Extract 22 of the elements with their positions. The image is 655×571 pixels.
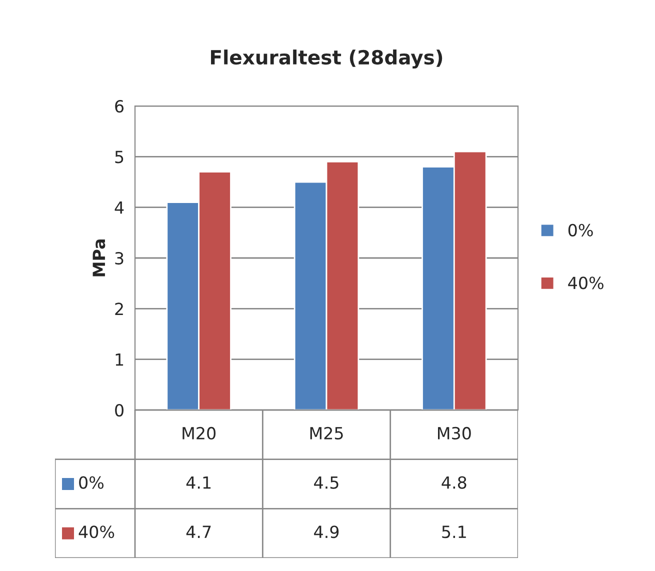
- y-tick-label: 5: [115, 150, 124, 164]
- data-label: 4.9: [314, 526, 339, 538]
- y-tick-label: 2: [115, 302, 123, 315]
- legend-label: 0%: [79, 476, 104, 489]
- data-label: 4.5: [314, 476, 338, 489]
- y-tick-label: 3: [115, 252, 124, 265]
- data-label: 4.8: [442, 476, 466, 489]
- x-tick-label: M20: [182, 426, 216, 440]
- legend-label: 40%: [568, 276, 604, 290]
- text: 40%: [78, 526, 114, 538]
- y-axis-title: MPa: [92, 240, 106, 276]
- data-label: 4.7: [186, 526, 211, 538]
- y-tick-label: 0: [115, 404, 124, 417]
- chart-title: Flexuraltest (28days): [211, 50, 442, 69]
- y-tick-label: 4: [114, 202, 124, 214]
- x-tick-label: M30: [438, 426, 471, 440]
- data-label: 5.1: [442, 526, 466, 538]
- text: 0%: [568, 224, 593, 236]
- data-label: 4.1: [186, 476, 211, 489]
- y-tick-label: 1: [116, 354, 124, 366]
- y-tick-label: 6: [115, 100, 124, 113]
- x-tick-label: M25: [310, 426, 343, 440]
